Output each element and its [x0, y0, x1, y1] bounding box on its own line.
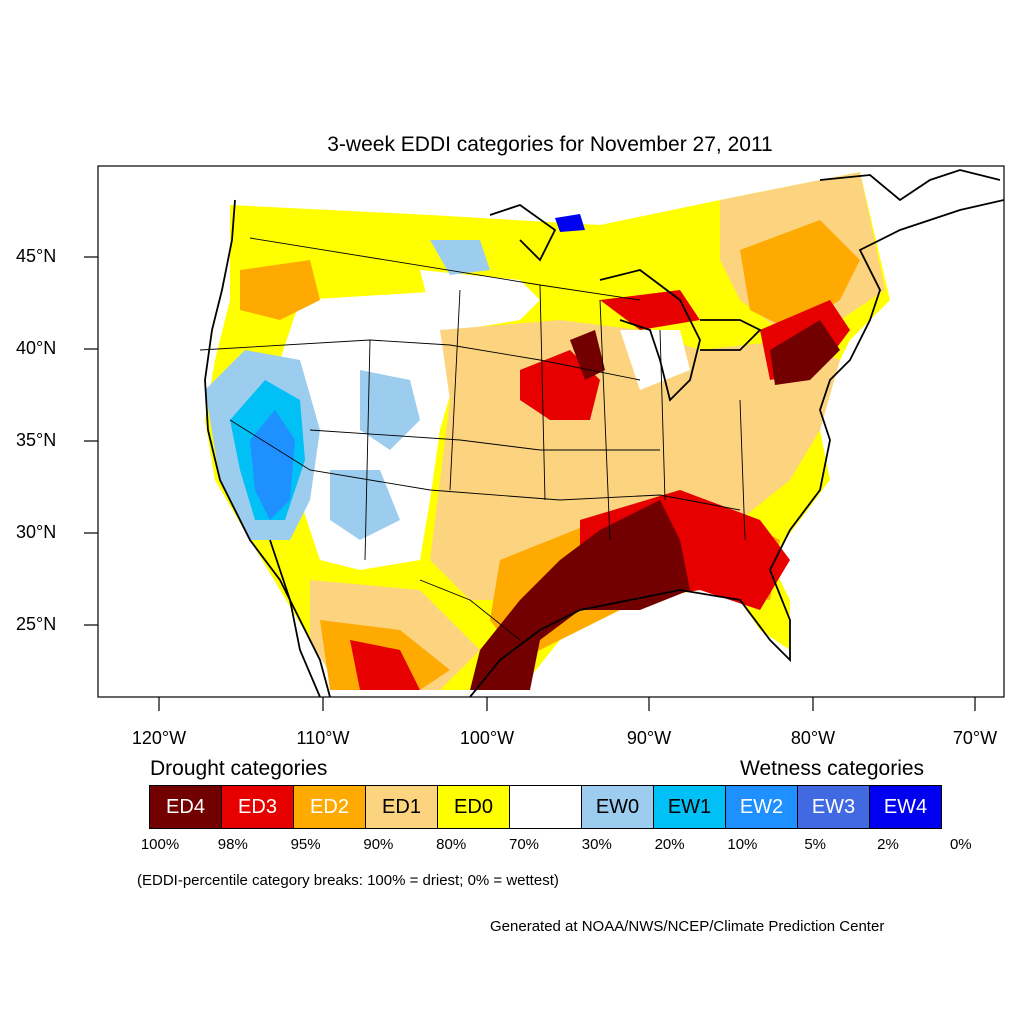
legend-box-ew3: EW3 [797, 785, 870, 829]
ed3-region-michigan [600, 290, 700, 330]
legend-box-ew0: EW0 [581, 785, 654, 829]
legend-box-ed0: ED0 [437, 785, 510, 829]
break-label: 98% [217, 836, 248, 853]
white-region-north [420, 270, 540, 330]
break-label: 80% [436, 836, 467, 853]
white-region-great-lakes [620, 330, 690, 390]
break-label: 5% [804, 836, 827, 853]
legend-box-ed3: ED3 [221, 785, 294, 829]
map-frame [97, 165, 1005, 698]
break-label: 90% [363, 836, 394, 853]
legend-box-none [509, 785, 582, 829]
ed4-region-pennsylvania [770, 320, 840, 385]
break-label: 100% [140, 836, 180, 853]
legend-box-ew2: EW2 [725, 785, 798, 829]
lon-label-70: 70°W [952, 728, 998, 748]
ed4-region-iowa [570, 330, 605, 380]
lat-ticks [84, 256, 98, 626]
coastline [204, 169, 1004, 697]
legend-box-ew1: EW1 [653, 785, 726, 829]
map-title: 3-week EDDI categories for November 27, … [327, 133, 773, 156]
credit-text: Generated at NOAA/NWS/NCEP/Climate Predi… [490, 918, 885, 935]
lat-label-40: 40°N [16, 338, 57, 358]
ed2-region-northwest [240, 260, 320, 320]
ew2-region-west [250, 410, 295, 520]
ew4-region-superior [555, 214, 585, 232]
lon-ticks [158, 697, 976, 711]
break-label: 10% [727, 836, 758, 853]
lat-label-45: 45°N [16, 246, 57, 266]
ew0-region-utah [360, 370, 420, 450]
category-note: (EDDI-percentile category breaks: 100% =… [137, 872, 559, 889]
wetness-categories-heading: Wetness categories [740, 757, 925, 780]
lon-label-110: 110°W [296, 728, 350, 748]
legend-box-ed2: ED2 [293, 785, 366, 829]
legend-box-ed1: ED1 [365, 785, 438, 829]
break-label: 30% [581, 836, 612, 853]
ed3-region-texas [350, 640, 420, 690]
lat-label-25: 25°N [16, 614, 57, 634]
ew0-region-montana [430, 240, 490, 275]
break-label: 70% [508, 836, 540, 853]
break-label: 95% [290, 836, 321, 853]
lon-label-80: 80°W [790, 728, 836, 748]
legend-box-ed4: ED4 [149, 785, 222, 829]
lat-label-35: 35°N [16, 430, 57, 450]
break-label: 0% [949, 836, 972, 853]
ed3-region-midwest [520, 350, 600, 420]
break-label: 20% [654, 836, 685, 853]
drought-categories-heading: Drought categories [150, 757, 328, 780]
lon-label-120: 120°W [131, 728, 187, 748]
lon-label-100: 100°W [459, 728, 515, 748]
boundary-lines [199, 237, 746, 641]
break-label: 2% [877, 836, 899, 853]
lat-label-30: 30°N [16, 522, 57, 542]
ew0-region-nm [330, 470, 400, 540]
ed4-region-gulf [470, 500, 690, 690]
lon-label-90: 90°W [626, 728, 672, 748]
category-legend: ED4 ED3 ED2 ED1 ED0 EW0 EW1 EW2 EW3 EW4 [149, 785, 942, 829]
legend-box-ew4: EW4 [869, 785, 942, 829]
